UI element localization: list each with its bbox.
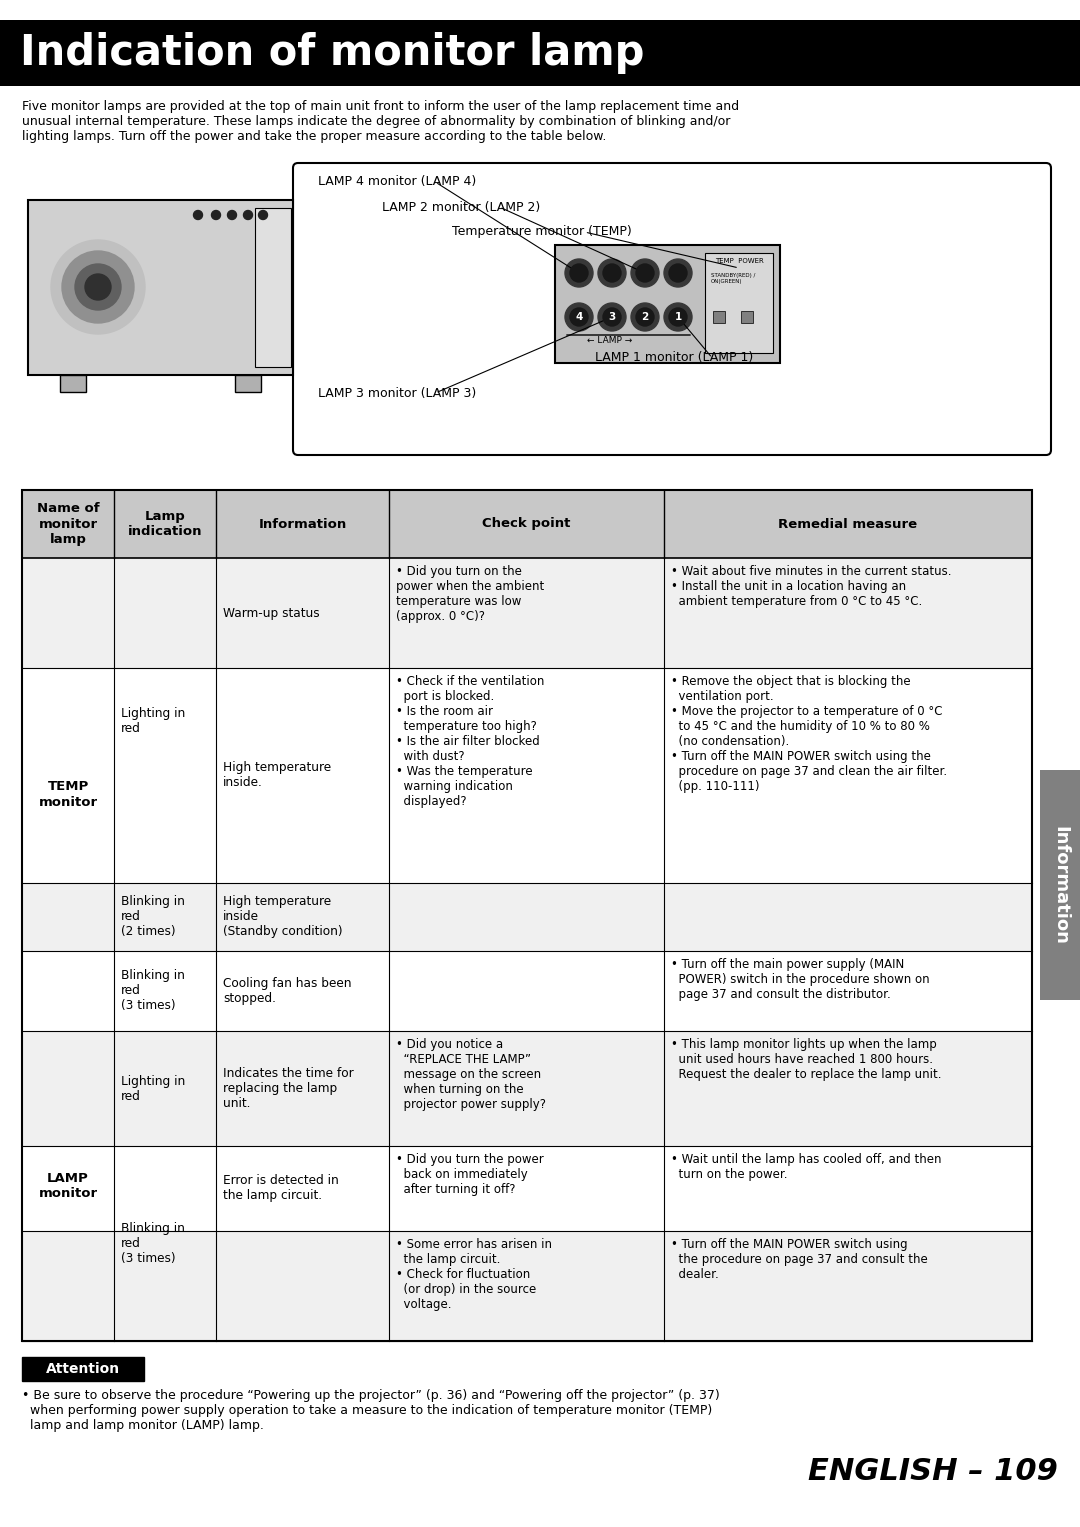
- Bar: [22, 883, 1032, 951]
- Text: 4: 4: [576, 312, 583, 322]
- Text: Five monitor lamps are provided at the top of main unit front to inform the user: Five monitor lamps are provided at the t…: [22, 99, 739, 144]
- Text: STANDBY(RED) /
ON(GREEN): STANDBY(RED) / ON(GREEN): [711, 273, 755, 284]
- Bar: [22, 667, 1032, 883]
- Text: ENGLISH – 109: ENGLISH – 109: [808, 1457, 1058, 1486]
- Text: Error is detected in
the lamp circuit.: Error is detected in the lamp circuit.: [222, 1174, 339, 1202]
- Bar: [705, 253, 773, 353]
- Bar: [60, 376, 86, 392]
- Text: ← LAMP →: ← LAMP →: [588, 336, 633, 345]
- Text: 3: 3: [608, 312, 616, 322]
- Circle shape: [669, 264, 687, 282]
- Text: Indicates the time for
replacing the lamp
unit.: Indicates the time for replacing the lam…: [222, 1067, 353, 1110]
- Text: • Be sure to observe the procedure “Powering up the projector” (p. 36) and “Powe: • Be sure to observe the procedure “Powe…: [22, 1390, 719, 1432]
- Text: 2: 2: [642, 312, 649, 322]
- Circle shape: [62, 250, 134, 324]
- Text: LAMP 2 monitor (LAMP 2): LAMP 2 monitor (LAMP 2): [382, 200, 540, 214]
- Circle shape: [51, 240, 145, 334]
- Text: • Some error has arisen in
  the lamp circuit.
• Check for fluctuation
  (or dro: • Some error has arisen in the lamp circ…: [396, 1238, 552, 1312]
- Text: • Check if the ventilation
  port is blocked.
• Is the room air
  temperature to: • Check if the ventilation port is block…: [396, 675, 544, 808]
- Circle shape: [212, 211, 220, 220]
- Circle shape: [631, 260, 659, 287]
- Circle shape: [85, 273, 111, 299]
- Circle shape: [598, 260, 626, 287]
- Text: TEMP
monitor: TEMP monitor: [39, 780, 97, 808]
- Text: Information: Information: [1051, 826, 1069, 944]
- Bar: [22, 1358, 144, 1380]
- Text: • Did you turn on the
power when the ambient
temperature was low
(approx. 0 °C)?: • Did you turn on the power when the amb…: [396, 565, 544, 623]
- Text: High temperature
inside.: High temperature inside.: [222, 762, 332, 789]
- Circle shape: [603, 264, 621, 282]
- Circle shape: [75, 264, 121, 310]
- Circle shape: [669, 308, 687, 325]
- Text: Blinking in
red
(3 times): Blinking in red (3 times): [121, 970, 185, 1012]
- Bar: [741, 312, 753, 324]
- Circle shape: [565, 260, 593, 287]
- Circle shape: [664, 302, 692, 331]
- Text: • Remove the object that is blocking the
  ventilation port.
• Move the projecto: • Remove the object that is blocking the…: [671, 675, 947, 793]
- Text: Cooling fan has been
stopped.: Cooling fan has been stopped.: [222, 977, 351, 1005]
- Circle shape: [228, 211, 237, 220]
- Bar: [28, 200, 293, 376]
- Text: Information: Information: [258, 518, 347, 530]
- Bar: [555, 244, 780, 363]
- Circle shape: [243, 211, 253, 220]
- Text: High temperature
inside
(Standby condition): High temperature inside (Standby conditi…: [222, 895, 342, 939]
- Circle shape: [603, 308, 621, 325]
- Bar: [22, 490, 1032, 1341]
- Text: • Turn off the main power supply (MAIN
  POWER) switch in the procedure shown on: • Turn off the main power supply (MAIN P…: [671, 957, 930, 1002]
- Bar: [235, 376, 261, 392]
- Text: LAMP
monitor: LAMP monitor: [39, 1173, 97, 1200]
- Circle shape: [636, 264, 654, 282]
- Circle shape: [570, 308, 588, 325]
- Text: Temperature monitor (TEMP): Temperature monitor (TEMP): [453, 226, 632, 238]
- Text: LAMP 1 monitor (LAMP 1): LAMP 1 monitor (LAMP 1): [595, 351, 753, 365]
- Text: Blinking in
red
(2 times): Blinking in red (2 times): [121, 895, 185, 939]
- Bar: [713, 312, 725, 324]
- Text: Lighting in
red: Lighting in red: [121, 707, 186, 734]
- Bar: [1040, 770, 1080, 1000]
- Bar: [22, 557, 1032, 667]
- Text: Remedial measure: Remedial measure: [779, 518, 918, 530]
- Text: Blinking in
red
(3 times): Blinking in red (3 times): [121, 1222, 185, 1264]
- Text: • Did you notice a
  “REPLACE THE LAMP”
  message on the screen
  when turning o: • Did you notice a “REPLACE THE LAMP” me…: [396, 1038, 546, 1112]
- Bar: [22, 490, 1032, 557]
- Text: TEMP  POWER: TEMP POWER: [715, 258, 764, 264]
- Circle shape: [193, 211, 203, 220]
- Bar: [0, 20, 1080, 86]
- Circle shape: [636, 308, 654, 325]
- Circle shape: [598, 302, 626, 331]
- Text: Lamp
indication: Lamp indication: [127, 510, 202, 538]
- Text: Warm-up status: Warm-up status: [222, 606, 320, 620]
- Bar: [255, 208, 291, 366]
- Text: Indication of monitor lamp: Indication of monitor lamp: [21, 32, 645, 73]
- Bar: [22, 951, 1032, 1031]
- Bar: [22, 1231, 1032, 1341]
- Circle shape: [565, 302, 593, 331]
- Text: 1: 1: [674, 312, 681, 322]
- Circle shape: [570, 264, 588, 282]
- Text: • Wait about five minutes in the current status.
• Install the unit in a locatio: • Wait about five minutes in the current…: [671, 565, 951, 608]
- Text: Lighting in
red: Lighting in red: [121, 1075, 186, 1102]
- Text: Name of
monitor
lamp: Name of monitor lamp: [37, 502, 99, 545]
- Text: • Did you turn the power
  back on immediately
  after turning it off?: • Did you turn the power back on immedia…: [396, 1153, 543, 1196]
- Text: • Wait until the lamp has cooled off, and then
  turn on the power.: • Wait until the lamp has cooled off, an…: [671, 1153, 942, 1180]
- Text: Check point: Check point: [483, 518, 570, 530]
- Circle shape: [664, 260, 692, 287]
- Text: Attention: Attention: [46, 1362, 120, 1376]
- Text: LAMP 4 monitor (LAMP 4): LAMP 4 monitor (LAMP 4): [318, 176, 476, 188]
- FancyBboxPatch shape: [293, 163, 1051, 455]
- Text: • This lamp monitor lights up when the lamp
  unit used hours have reached 1 800: • This lamp monitor lights up when the l…: [671, 1038, 942, 1081]
- Circle shape: [631, 302, 659, 331]
- Bar: [22, 1031, 1032, 1145]
- Circle shape: [258, 211, 268, 220]
- Text: LAMP 3 monitor (LAMP 3): LAMP 3 monitor (LAMP 3): [318, 386, 476, 400]
- Text: • Turn off the MAIN POWER switch using
  the procedure on page 37 and consult th: • Turn off the MAIN POWER switch using t…: [671, 1238, 928, 1281]
- Bar: [22, 1145, 1032, 1231]
